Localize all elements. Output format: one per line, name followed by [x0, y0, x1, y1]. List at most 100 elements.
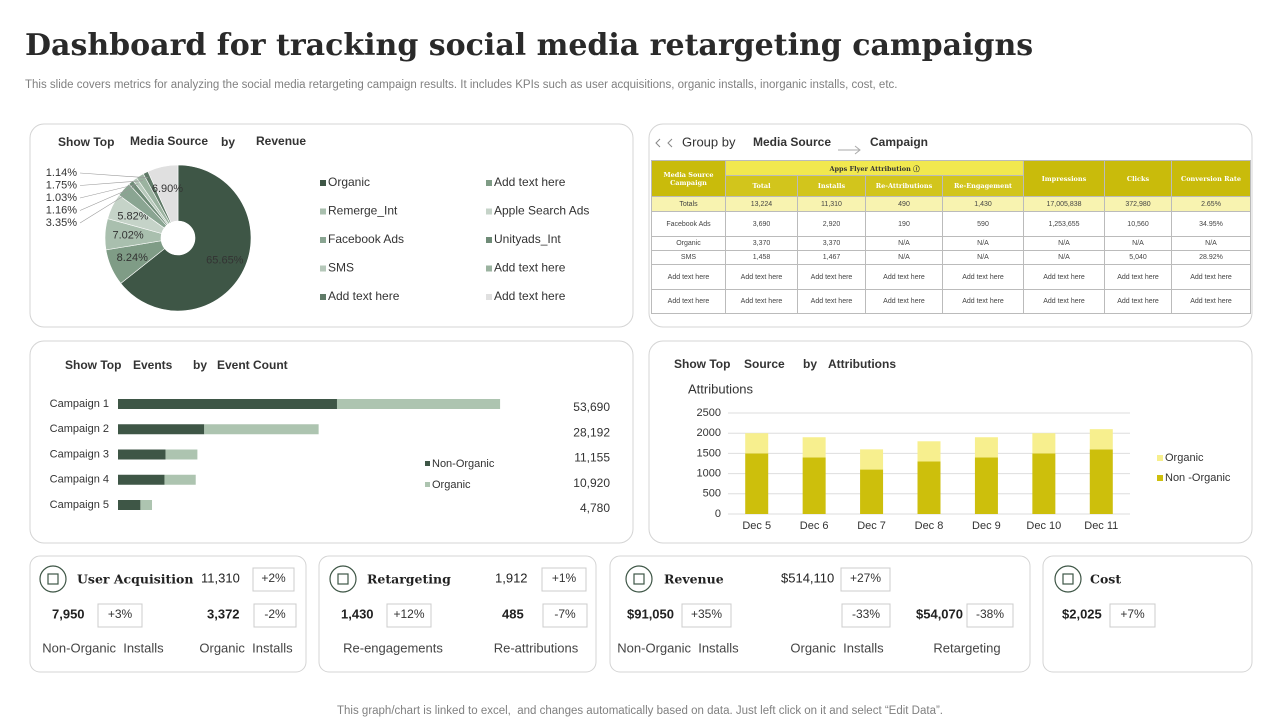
- legend-label: Non -Organic: [1165, 472, 1231, 484]
- category-label: Campaign 3: [50, 448, 109, 460]
- total-label: 28,192: [573, 425, 610, 439]
- change-value: +3%: [108, 607, 133, 621]
- bar: [745, 433, 769, 454]
- table-cell: Facebook Ads: [651, 211, 726, 237]
- bar: [974, 437, 998, 458]
- table-row: Totals 13,224 11,310 490 1,430 17,005,838 372,…: [651, 196, 1252, 212]
- group-label: Group by: [682, 134, 736, 149]
- table-cell: 13,224: [725, 196, 798, 212]
- table-cell: Add text here: [797, 289, 866, 314]
- table-cell: Add text here: [865, 264, 943, 290]
- legend-swatch: [1157, 455, 1163, 461]
- kpi-value: 1,912: [495, 570, 528, 585]
- leader-line: [79, 186, 135, 211]
- y-tick-label: 500: [703, 488, 721, 500]
- table-cell: 11,310: [797, 196, 866, 212]
- table-cell: 1,467: [797, 250, 866, 265]
- table-cell: 3,370: [725, 236, 798, 251]
- x-tick-label: Dec 7: [857, 520, 886, 532]
- bar: [1032, 453, 1056, 514]
- table-cell: Organic: [651, 236, 726, 251]
- change-box: [1109, 603, 1156, 628]
- legend-label: Add text here: [494, 175, 566, 189]
- change-value: -7%: [554, 607, 576, 621]
- change-box: [542, 603, 588, 628]
- table-cell: Add text here: [725, 289, 798, 314]
- group-field[interactable]: Campaign: [870, 135, 928, 149]
- kpi-title: Cost: [1090, 572, 1121, 587]
- table-cell: Add text here: [725, 264, 798, 290]
- table-cell: Add text here: [1171, 264, 1252, 290]
- legend-swatch: [486, 237, 492, 243]
- change-value: -2%: [264, 607, 286, 621]
- kpi-icon-glyph: [1062, 573, 1074, 585]
- leader-line: [79, 192, 129, 224]
- change-box: [840, 567, 891, 592]
- data-label: 65.65%: [206, 255, 244, 267]
- change-box: [97, 603, 143, 628]
- data-label: 7.02%: [112, 229, 143, 241]
- legend-swatch: [486, 265, 492, 272]
- control: by: [221, 135, 235, 149]
- control: by: [803, 357, 817, 371]
- bar: [336, 399, 501, 409]
- control[interactable]: Source: [744, 357, 785, 371]
- page-subtitle: This slide covers metrics for analyzing …: [25, 79, 897, 91]
- control: Show Top: [65, 358, 121, 372]
- x-tick-label: Dec 9: [972, 520, 1001, 532]
- table-cell: 590: [941, 211, 1025, 237]
- control[interactable]: Attributions: [828, 357, 896, 371]
- chevrons[interactable]: [655, 138, 673, 148]
- control[interactable]: Event Count: [217, 358, 288, 372]
- kpi-icon-glyph: [633, 573, 645, 585]
- category-label: Campaign 4: [50, 474, 109, 486]
- control: Show Top: [674, 357, 730, 371]
- x-tick-label: Dec 10: [1026, 520, 1061, 532]
- control[interactable]: Media Source: [130, 134, 208, 148]
- data-label: 6.90%: [152, 183, 183, 195]
- table-cell: N/A: [941, 250, 1025, 265]
- metric-label: Non-Organic Installs: [617, 640, 739, 655]
- bar: [204, 424, 319, 435]
- kpi-icon: [1054, 565, 1082, 593]
- panel: [29, 340, 634, 544]
- legend-swatch: [486, 294, 492, 300]
- bar: [802, 437, 826, 458]
- kpi-title: User Acquisition: [77, 572, 193, 587]
- x-tick-label: Dec 5: [742, 520, 771, 532]
- metric-value: 1,430: [341, 606, 374, 621]
- change-value: +35%: [691, 607, 722, 621]
- change-value: +12%: [393, 607, 424, 621]
- change-box: [966, 603, 1014, 628]
- arrow: [838, 145, 861, 155]
- table-cell: 10,560: [1104, 211, 1173, 237]
- table-cell: N/A: [1104, 236, 1173, 251]
- category-label: Campaign 1: [50, 398, 109, 410]
- bar: [860, 449, 884, 470]
- bar: [1089, 429, 1113, 450]
- footer: This graph/chart is linked to excel, and…: [337, 705, 943, 717]
- legend-swatch: [486, 208, 492, 215]
- panel: [648, 340, 1253, 544]
- change-box: [841, 603, 891, 628]
- x-tick-label: Dec 8: [915, 520, 944, 532]
- change-box: [681, 603, 732, 628]
- table-header: Clicks: [1104, 160, 1173, 197]
- legend-label: Facebook Ads: [328, 232, 404, 246]
- table-cell: Add text here: [941, 264, 1025, 290]
- leader-line: [79, 180, 143, 186]
- table-cell: N/A: [865, 250, 943, 265]
- control[interactable]: Events: [133, 358, 173, 372]
- category-label: Campaign 5: [50, 499, 109, 511]
- table-cell: 17,005,838: [1023, 196, 1106, 212]
- change-value: +2%: [261, 571, 286, 585]
- metric-value: 7,950: [52, 606, 85, 621]
- legend-label: Organic: [328, 175, 370, 189]
- group-field[interactable]: Media Source: [753, 135, 831, 149]
- control[interactable]: Revenue: [256, 134, 306, 148]
- bar: [802, 457, 826, 514]
- change-value: +27%: [850, 571, 881, 585]
- table-cell: 190: [865, 211, 943, 237]
- table-cell: 372,980: [1104, 196, 1173, 212]
